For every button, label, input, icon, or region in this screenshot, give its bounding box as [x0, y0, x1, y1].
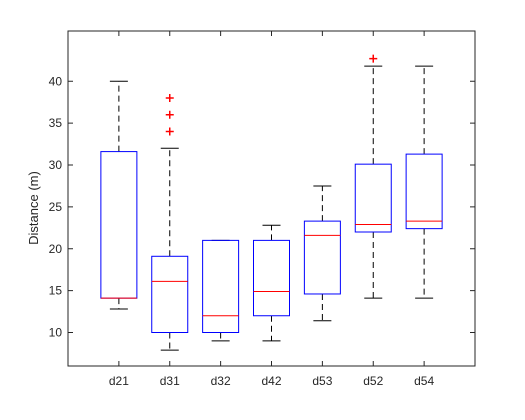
y-axis-label: Distance (m) [26, 171, 41, 245]
x-tick-label: d21 [109, 374, 129, 388]
y-tick-label: 35 [49, 116, 63, 130]
y-tick-label: 30 [49, 158, 63, 172]
outlier-marker [369, 54, 378, 63]
y-tick-label: 40 [49, 74, 63, 88]
box-d31 [151, 94, 189, 351]
box-d53 [303, 185, 341, 322]
y-tick-label: 20 [49, 242, 63, 256]
box-iqr [100, 151, 138, 299]
box-d32 [202, 239, 240, 342]
outlier-marker [165, 110, 174, 119]
box-iqr [354, 163, 392, 233]
boxes-layer [100, 54, 443, 351]
outlier-marker [165, 127, 174, 136]
box-iqr [253, 239, 290, 317]
x-tick-label: d52 [363, 374, 383, 388]
x-tick-label: d42 [261, 374, 281, 388]
box-d54 [405, 65, 443, 299]
x-tick-label: d31 [160, 374, 180, 388]
x-tick-label: d54 [414, 374, 434, 388]
x-tick-label: d53 [312, 374, 332, 388]
box-d21 [100, 80, 138, 310]
box-d42 [253, 224, 290, 342]
box-iqr [303, 220, 341, 295]
axes-layer: 10 15 20 25 30 35 40 d21 d31 d32 d42 d53 d52 d54 [49, 30, 476, 388]
box-d52 [354, 54, 392, 299]
outlier-marker [165, 94, 174, 102]
box-iqr [151, 255, 189, 334]
x-tick-label: d32 [211, 374, 231, 388]
box-iqr [202, 239, 240, 333]
y-tick-label: 15 [49, 284, 63, 298]
box-iqr [405, 153, 443, 230]
y-tick-label: 10 [49, 326, 63, 340]
y-tick-label: 25 [49, 200, 63, 214]
